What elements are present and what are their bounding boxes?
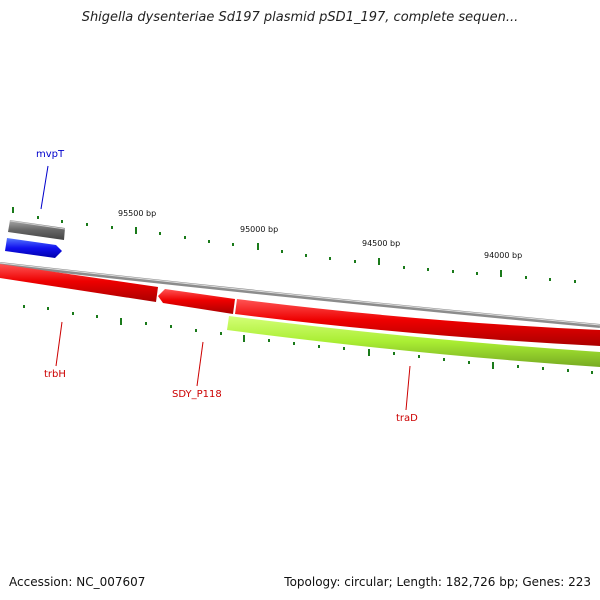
leader-line-mvpT xyxy=(40,165,49,210)
gene-feature-green xyxy=(227,316,600,367)
tick-mark xyxy=(293,342,295,345)
tick-mark xyxy=(111,226,113,229)
tick-mark xyxy=(500,270,502,277)
tick-mark xyxy=(61,220,63,223)
leader-line-trbH xyxy=(55,321,63,367)
tick-mark xyxy=(120,318,122,325)
tick-mark xyxy=(378,258,380,265)
tick-mark xyxy=(243,335,245,342)
tick-mark xyxy=(354,260,356,263)
gene-label-trbH: trbH xyxy=(44,369,66,380)
gene-label-traD: traD xyxy=(396,413,418,424)
tick-mark xyxy=(23,305,25,308)
tick-mark xyxy=(96,315,98,318)
gene-label-SDY_P118: SDY_P118 xyxy=(172,389,222,400)
tick-mark xyxy=(220,332,222,335)
tick-mark xyxy=(47,307,49,310)
bp-label: 94500 bp xyxy=(362,239,400,248)
tick-mark xyxy=(476,272,478,275)
gene-feature-SDY_P118 xyxy=(158,289,235,314)
tick-mark xyxy=(37,216,39,219)
tick-mark xyxy=(170,325,172,328)
tick-mark xyxy=(591,371,593,374)
tick-mark xyxy=(443,358,445,361)
tick-mark xyxy=(567,369,569,372)
tick-mark xyxy=(418,355,420,358)
tick-mark xyxy=(452,270,454,273)
tick-row-upper xyxy=(12,207,576,283)
tick-mark xyxy=(492,362,494,369)
tick-mark xyxy=(525,276,527,279)
tick-mark xyxy=(232,243,234,246)
tick-mark xyxy=(268,339,270,342)
tick-mark xyxy=(72,312,74,315)
tick-mark xyxy=(305,254,307,257)
tick-mark xyxy=(343,347,345,350)
tick-mark xyxy=(542,367,544,370)
gene-label-mvpT: mvpT xyxy=(36,149,65,160)
bp-label: 95500 bp xyxy=(118,209,156,218)
gene-feature-gray-highlight xyxy=(9,220,66,230)
tick-mark xyxy=(468,361,470,364)
tick-mark xyxy=(393,352,395,355)
tick-mark xyxy=(549,278,551,281)
gene-feature-trbH xyxy=(0,264,158,302)
tick-mark xyxy=(427,268,429,271)
tick-mark xyxy=(145,322,147,325)
sequence-backbone-highlight xyxy=(0,262,600,326)
tick-mark xyxy=(257,243,259,250)
tick-mark xyxy=(368,349,370,356)
map-title: Shigella dysenteriae Sd197 plasmid pSD1_… xyxy=(81,10,519,25)
bp-label: 95000 bp xyxy=(240,225,278,234)
leader-line-SDY_P118 xyxy=(196,341,204,387)
tick-mark xyxy=(184,236,186,239)
tick-row-lower xyxy=(23,305,593,374)
tick-mark xyxy=(195,329,197,332)
tick-mark xyxy=(208,240,210,243)
topology-summary: Topology: circular; Length: 182,726 bp; … xyxy=(284,575,591,589)
leader-line-traD xyxy=(405,365,411,411)
tick-mark xyxy=(329,257,331,260)
tick-mark xyxy=(86,223,88,226)
tick-mark xyxy=(517,365,519,368)
tick-mark xyxy=(574,280,576,283)
sequence-backbone xyxy=(0,262,600,328)
tick-mark xyxy=(403,266,405,269)
tick-mark xyxy=(318,345,320,348)
tick-mark xyxy=(281,250,283,253)
accession-text: Accession: NC_007607 xyxy=(9,575,146,589)
tick-mark xyxy=(12,207,14,213)
bp-label: 94000 bp xyxy=(484,251,522,260)
gene-feature-gray xyxy=(8,220,65,240)
tick-mark xyxy=(135,227,137,234)
tick-mark xyxy=(159,232,161,235)
gene-feature-mvpT xyxy=(5,238,62,258)
gene-feature-traD xyxy=(235,299,600,346)
